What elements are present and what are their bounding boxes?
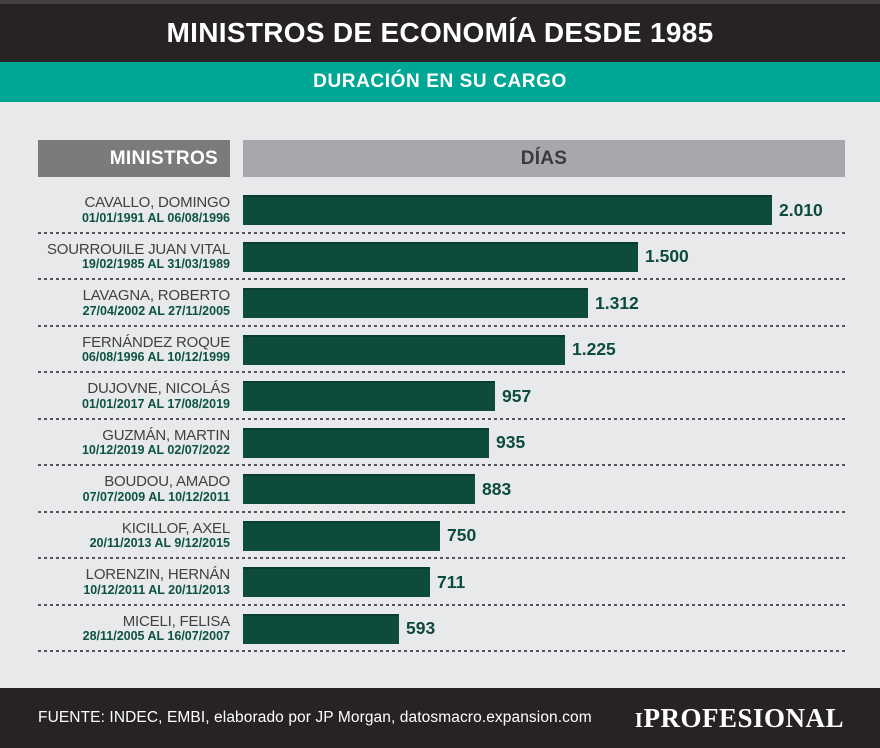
- duration-bar: [243, 381, 495, 412]
- duration-bar: [243, 195, 772, 226]
- minister-name: SOURROUILE JUAN VITAL: [46, 240, 230, 258]
- main-header: MINISTROS DE ECONOMÍA DESDE 1985: [0, 4, 880, 62]
- minister-name: LAVAGNA, ROBERTO: [82, 287, 231, 305]
- bar-track: 2.010: [243, 195, 845, 226]
- duration-value: 1.500: [645, 246, 689, 267]
- bar-chart: CAVALLO, DOMINGO 01/01/1991 AL 06/08/199…: [38, 187, 845, 652]
- minister-period: 01/01/2017 AL 17/08/2019: [81, 396, 230, 411]
- top-strip: [0, 0, 880, 4]
- bar-track: 711: [243, 567, 845, 598]
- duration-bar: [243, 288, 588, 319]
- duration-value: 750: [447, 525, 477, 546]
- minister-period: 10/12/2019 AL 02/07/2022: [81, 443, 230, 458]
- chart-row: DUJOVNE, NICOLÁS 01/01/2017 AL 17/08/201…: [38, 373, 845, 420]
- duration-value: 1.312: [595, 292, 639, 313]
- bar-track: 1.312: [243, 288, 845, 319]
- minister-label: CAVALLO, DOMINGO 01/01/1991 AL 06/08/199…: [38, 195, 230, 225]
- minister-name: LORENZIN, HERNÁN: [85, 566, 231, 584]
- minister-period: 10/12/2011 AL 20/11/2013: [83, 582, 230, 597]
- bar-track: 593: [243, 613, 845, 644]
- bar-track: 957: [243, 381, 845, 412]
- bar-track: 883: [243, 474, 845, 505]
- chart-row: SOURROUILE JUAN VITAL 19/02/1985 AL 31/0…: [38, 233, 845, 280]
- chart-row: BOUDOU, AMADO 07/07/2009 AL 10/12/2011 8…: [38, 466, 845, 513]
- duration-bar: [243, 334, 565, 365]
- footer: FUENTE: INDEC, EMBI, elaborado por JP Mo…: [0, 688, 880, 748]
- minister-label: LORENZIN, HERNÁN 10/12/2011 AL 20/11/201…: [38, 567, 230, 597]
- duration-bar: [243, 613, 399, 644]
- bar-track: 1.500: [243, 241, 845, 272]
- duration-value: 593: [406, 618, 436, 639]
- chart-row: KICILLOF, AXEL 20/11/2013 AL 9/12/2015 7…: [38, 512, 845, 559]
- duration-value: 1.225: [572, 339, 616, 360]
- minister-name: FERNÁNDEZ ROQUE: [82, 333, 230, 351]
- duration-value: 957: [502, 385, 532, 406]
- minister-label: MICELI, FELISA 28/11/2005 AL 16/07/2007: [38, 612, 231, 644]
- minister-period: 01/01/1991 AL 06/08/1996: [81, 210, 230, 225]
- chart-row: CAVALLO, DOMINGO 01/01/1991 AL 06/08/199…: [38, 187, 845, 234]
- brand-logo-prefix: I: [634, 707, 644, 732]
- duration-bar: [243, 520, 440, 551]
- duration-value: 711: [437, 571, 466, 592]
- minister-period: 19/02/1985 AL 31/03/1989: [81, 257, 230, 272]
- chart-row: FERNÁNDEZ ROQUE 06/08/1996 AL 10/12/1999…: [38, 326, 845, 373]
- bar-track: 935: [243, 427, 845, 458]
- page-title: MINISTROS DE ECONOMÍA DESDE 1985: [166, 17, 714, 48]
- minister-name: BOUDOU, AMADO: [104, 473, 230, 491]
- minister-name: DUJOVNE, NICOLÁS: [87, 380, 230, 398]
- bar-track: 1.225: [243, 334, 845, 365]
- minister-period: 28/11/2005 AL 16/07/2007: [82, 629, 230, 644]
- minister-name: GUZMÁN, MARTIN: [102, 426, 230, 444]
- minister-label: DUJOVNE, NICOLÁS 01/01/2017 AL 17/08/201…: [38, 381, 230, 411]
- duration-value: 883: [482, 478, 512, 499]
- brand-logo-name: PROFESIONAL: [643, 702, 844, 733]
- minister-period: 20/11/2013 AL 9/12/2015: [89, 536, 230, 551]
- column-header-ministros: MINISTROS: [38, 140, 230, 177]
- minister-period: 07/07/2009 AL 10/12/2011: [82, 489, 230, 504]
- column-header-dias: DÍAS: [243, 140, 845, 177]
- minister-period: 27/04/2002 AL 27/11/2005: [82, 303, 230, 318]
- source-text: FUENTE: INDEC, EMBI, elaborado por JP Mo…: [38, 709, 592, 726]
- page-subtitle: DURACIÓN EN SU CARGO: [313, 71, 567, 92]
- duration-bar: [243, 427, 489, 458]
- duration-value: 935: [496, 432, 526, 453]
- duration-bar: [243, 474, 475, 505]
- minister-label: GUZMÁN, MARTIN 10/12/2019 AL 02/07/2022: [38, 426, 230, 458]
- chart-row: MICELI, FELISA 28/11/2005 AL 16/07/2007 …: [38, 605, 845, 652]
- chart-row: LAVAGNA, ROBERTO 27/04/2002 AL 27/11/200…: [38, 280, 845, 327]
- minister-name: MICELI, FELISA: [122, 612, 230, 630]
- minister-label: KICILLOF, AXEL 20/11/2013 AL 9/12/2015: [38, 519, 231, 551]
- minister-name: KICILLOF, AXEL: [121, 519, 230, 537]
- minister-label: LAVAGNA, ROBERTO 27/04/2002 AL 27/11/200…: [38, 287, 231, 318]
- minister-label: SOURROUILE JUAN VITAL 19/02/1985 AL 31/0…: [38, 240, 230, 272]
- minister-period: 06/08/1996 AL 10/12/1999: [81, 350, 230, 365]
- duration-bar: [243, 567, 430, 598]
- duration-bar: [243, 241, 638, 272]
- brand-logo: I PROFESIONAL: [635, 703, 844, 734]
- chart-row: LORENZIN, HERNÁN 10/12/2011 AL 20/11/201…: [38, 559, 845, 606]
- minister-label: BOUDOU, AMADO 07/07/2009 AL 10/12/2011: [38, 473, 231, 504]
- sub-header: DURACIÓN EN SU CARGO: [0, 62, 880, 102]
- minister-name: CAVALLO, DOMINGO: [84, 194, 231, 212]
- chart-row: GUZMÁN, MARTIN 10/12/2019 AL 02/07/2022 …: [38, 419, 845, 466]
- bar-track: 750: [243, 520, 845, 551]
- duration-value: 2.010: [779, 199, 823, 220]
- column-headers: MINISTROS DÍAS: [38, 140, 845, 177]
- minister-label: FERNÁNDEZ ROQUE 06/08/1996 AL 10/12/1999: [38, 333, 230, 365]
